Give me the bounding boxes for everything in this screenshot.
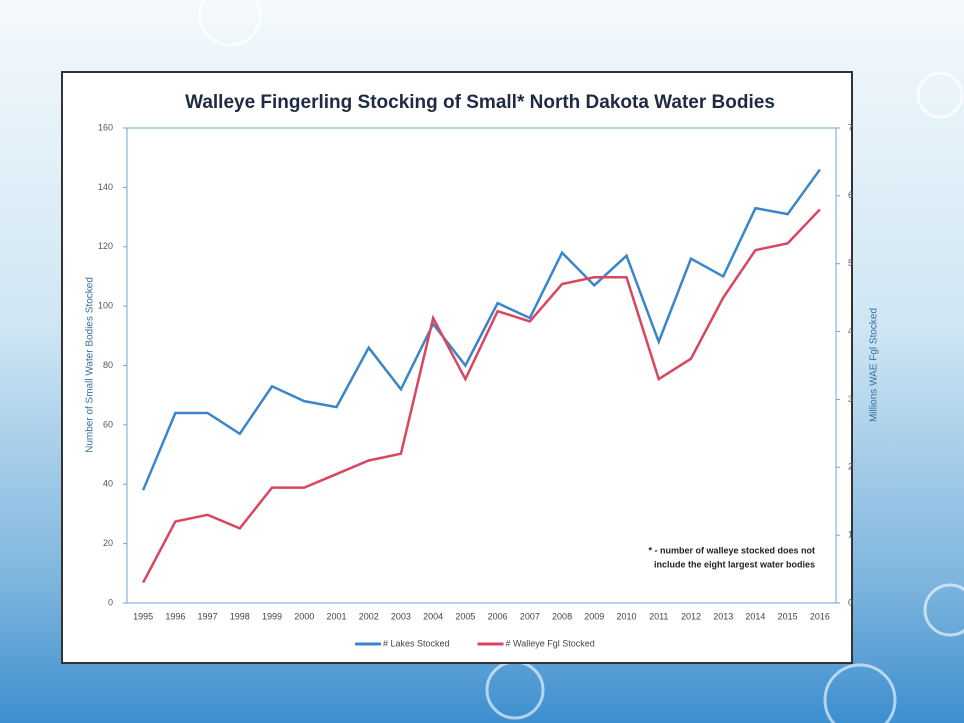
x-tick-label: 1997 xyxy=(198,611,218,621)
x-tick-label: 2006 xyxy=(488,611,508,621)
y2-tick-label: 1 xyxy=(848,530,853,540)
y-tick-label: 20 xyxy=(103,538,113,548)
y2-axis-label: Millions WAE Fgl Stocked xyxy=(869,308,880,422)
y-tick-label: 140 xyxy=(98,182,113,192)
x-tick-label: 2008 xyxy=(552,611,572,621)
x-tick-label: 2012 xyxy=(681,611,701,621)
y2-tick-label: 6 xyxy=(848,190,853,200)
chart-title: Walleye Fingerling Stocking of Small* No… xyxy=(185,92,775,113)
legend-label: # Walleye Fgl Stocked xyxy=(506,638,595,648)
x-tick-label: 2005 xyxy=(455,611,475,621)
chart-frame xyxy=(62,72,852,663)
x-tick-label: 2013 xyxy=(713,611,733,621)
x-tick-label: 2003 xyxy=(391,611,411,621)
annotation: include the eight largest water bodies xyxy=(654,559,815,569)
y-tick-label: 160 xyxy=(98,122,113,132)
x-tick-label: 1998 xyxy=(230,611,250,621)
y-axis-label: Number of Small Water Bodies Stocked xyxy=(85,277,96,453)
x-tick-label: 2009 xyxy=(584,611,604,621)
chart: Walleye Fingerling Stocking of Small* No… xyxy=(0,0,964,723)
y-tick-label: 60 xyxy=(103,419,113,429)
x-tick-label: 2007 xyxy=(520,611,540,621)
legend-label: # Lakes Stocked xyxy=(383,638,450,648)
x-tick-label: 2002 xyxy=(359,611,379,621)
y-tick-label: 80 xyxy=(103,360,113,370)
y2-tick-label: 5 xyxy=(848,258,853,268)
bubble xyxy=(925,585,964,635)
y-tick-label: 40 xyxy=(103,479,113,489)
slide: Walleye Fingerling Stocking of Small* No… xyxy=(0,0,964,723)
y-tick-label: 100 xyxy=(98,301,113,311)
annotation: * - number of walleye stocked does not xyxy=(648,545,815,555)
y2-tick-label: 0 xyxy=(848,597,853,607)
x-tick-label: 1999 xyxy=(262,611,282,621)
x-tick-label: 2004 xyxy=(423,611,443,621)
x-tick-label: 2001 xyxy=(326,611,346,621)
x-tick-label: 1996 xyxy=(165,611,185,621)
x-tick-label: 2011 xyxy=(649,611,668,621)
y-tick-label: 120 xyxy=(98,241,113,251)
x-tick-label: 1995 xyxy=(133,611,153,621)
x-tick-label: 2014 xyxy=(745,611,765,621)
y2-tick-label: 7 xyxy=(848,122,853,132)
bubble xyxy=(918,73,962,117)
bubble xyxy=(487,662,543,718)
y2-tick-label: 2 xyxy=(848,462,853,472)
y2-tick-label: 4 xyxy=(848,326,853,336)
x-tick-label: 2016 xyxy=(810,611,830,621)
bubble xyxy=(825,665,895,723)
x-tick-label: 2010 xyxy=(617,611,637,621)
x-tick-label: 2000 xyxy=(294,611,314,621)
x-tick-label: 2015 xyxy=(778,611,798,621)
y2-tick-label: 3 xyxy=(848,394,853,404)
bubble xyxy=(200,0,260,45)
y-tick-label: 0 xyxy=(108,597,113,607)
